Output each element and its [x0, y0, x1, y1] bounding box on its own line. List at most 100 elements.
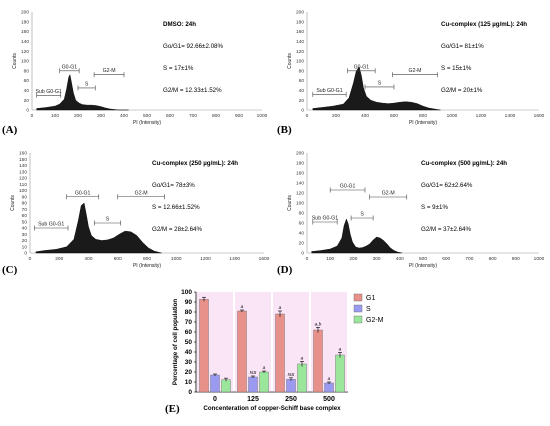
y-tick-label: 80	[24, 68, 30, 74]
legend-label: G2-M	[366, 317, 384, 324]
significance-mark: NS	[250, 370, 257, 376]
y-tick-label: 90	[185, 299, 193, 306]
x-tick-label: 1400	[505, 113, 516, 119]
y-tick-label: 80	[299, 68, 305, 74]
y-tick-label: 50	[185, 339, 193, 346]
significance-mark: a,b	[315, 321, 322, 327]
y-axis-title: Counts	[10, 195, 16, 211]
gate-label: G2-M	[103, 68, 116, 74]
significance-mark: a	[339, 347, 342, 352]
significance-mark: a	[263, 366, 266, 371]
histogram-c: 0102030405060708090100110120130140150160…	[10, 151, 270, 269]
x-tick-label: 800	[143, 256, 151, 262]
y-tick-label: 20	[24, 98, 30, 104]
histogram-b: 0 20 40 60 80 100 120 140 160 180 200 0 200 400 600 800…	[287, 10, 545, 126]
x-tick-label: 800	[212, 113, 220, 119]
significance-mark: a	[279, 306, 282, 311]
legend-swatch	[353, 304, 363, 313]
gate-label: G0-G1	[62, 64, 78, 70]
annotation-b-g1: Go/G1= 81±1%	[441, 43, 484, 51]
y-tick-label: 200	[296, 10, 304, 16]
x-tick-label: 300	[97, 113, 105, 119]
y-tick-label: 80	[299, 211, 305, 217]
x-tick-label: 800	[419, 113, 427, 119]
annotation-c-s: S = 12.66±1.52%	[152, 204, 200, 212]
x-tick-label: 200	[55, 256, 63, 262]
y-tick-label: 40	[185, 349, 193, 356]
x-tick-label: 1000	[447, 113, 458, 119]
y-tick-label: 10	[22, 244, 28, 250]
x-tick-label: 0	[213, 396, 217, 403]
gate-label: S	[85, 81, 89, 87]
panel-d: 0 20 40 60 80 100 120 140 160 180 200 0 100 200 300 400…	[275, 140, 550, 280]
y-tick-label: 60	[185, 329, 193, 336]
annotation-d-g1: Go/G1= 62±2.64%	[421, 182, 473, 190]
y-tick-label: 20	[22, 238, 28, 244]
significance-mark: a	[301, 356, 304, 361]
histogram-area	[312, 66, 441, 111]
y-tick-label: 40	[24, 88, 30, 94]
x-axis-title: PI (Intensity)	[409, 120, 437, 126]
bar-s	[210, 374, 220, 393]
y-tick-label: 40	[22, 226, 28, 232]
y-tick-label: 160	[21, 29, 29, 35]
annotation-b-s: S = 15±1%	[441, 65, 472, 73]
y-tick-label: 100	[181, 289, 192, 296]
y-tick-label: 80	[185, 309, 193, 316]
x-tick-label: 200	[332, 113, 340, 119]
y-tick-label: 70	[185, 319, 193, 326]
y-tick-label: 60	[299, 78, 305, 84]
annotation-a-g2m: G2/M = 12.33±1.52%	[163, 87, 222, 95]
y-tick-label: 0	[188, 389, 192, 396]
legend-label: G1	[366, 295, 375, 302]
histogram-a: 0 20 40 60 80 100 120 140 160 180 200 0 100 200 300 400…	[12, 10, 268, 126]
x-tick-label: 900	[512, 256, 520, 262]
y-tick-label: 50	[22, 219, 28, 225]
y-tick-label: 0	[301, 108, 304, 114]
x-tick-label: 1600	[259, 256, 270, 262]
x-tick-label: 800	[489, 256, 497, 262]
panel-label-c: (C)	[2, 264, 18, 276]
bar-g1	[237, 310, 247, 393]
x-tick-label: 1000	[257, 113, 268, 119]
y-tick-label: 140	[19, 163, 27, 169]
bar-g2-m	[297, 363, 307, 393]
x-tick-label: 200	[349, 256, 357, 262]
x-axis-title: Concenteration of copper-Schiff base com…	[203, 405, 341, 412]
annotation-a: DMSO: 24h Go/G1= 92.66±2.08% S = 17±1% G…	[163, 6, 223, 110]
gate-label: G2-M	[135, 190, 148, 196]
annotation-c: Cu-complex (250 µg/mL): 24h Go/G1= 78±3%…	[152, 145, 238, 249]
y-tick-label: 20	[299, 241, 305, 247]
y-tick-label: 180	[296, 161, 304, 167]
y-tick-label: 180	[296, 19, 304, 25]
x-tick-label: 100	[326, 256, 334, 262]
annotation-a-s: S = 17±1%	[163, 65, 194, 73]
bar-s	[324, 382, 334, 393]
x-tick-label: 600	[166, 113, 174, 119]
histogram-area	[35, 202, 162, 254]
y-tick-label: 160	[19, 151, 27, 157]
y-tick-label: 100	[21, 59, 29, 65]
y-axis-title: Counts	[287, 195, 293, 211]
x-tick-label: 1200	[476, 113, 487, 119]
x-tick-label: 600	[390, 113, 398, 119]
x-tick-label: 600	[114, 256, 122, 262]
x-axis-title: PI (Intensity)	[133, 120, 161, 126]
y-tick-label: 0	[24, 251, 27, 257]
y-tick-label: 20	[299, 98, 305, 104]
x-tick-label: 1000	[534, 256, 545, 262]
y-axis-title: Counts	[12, 53, 18, 69]
x-tick-label: 0	[29, 256, 32, 262]
annotation-b: Cu-complex (125 µg/mL): 24h Go/G1= 81±1%…	[441, 6, 527, 110]
y-tick-label: 0	[301, 251, 304, 257]
y-tick-label: 80	[22, 201, 28, 207]
gate-label: S	[106, 217, 110, 223]
significance-mark: NS	[288, 372, 295, 378]
legend-swatch	[353, 293, 363, 302]
gate-label: G0-G1	[75, 190, 91, 196]
y-tick-label: 200	[21, 10, 29, 16]
y-tick-label: 30	[185, 359, 193, 366]
y-tick-label: 10	[185, 379, 193, 386]
panel-e: 0 10 20 30 40 50 60 70 80 90 100 0 125 a NS a 250 a NS a 500…	[160, 282, 390, 421]
panel-c: 0 10 20 30 40 50 60 70 80 90 100 110 120 130 140 150 160…	[0, 140, 275, 280]
